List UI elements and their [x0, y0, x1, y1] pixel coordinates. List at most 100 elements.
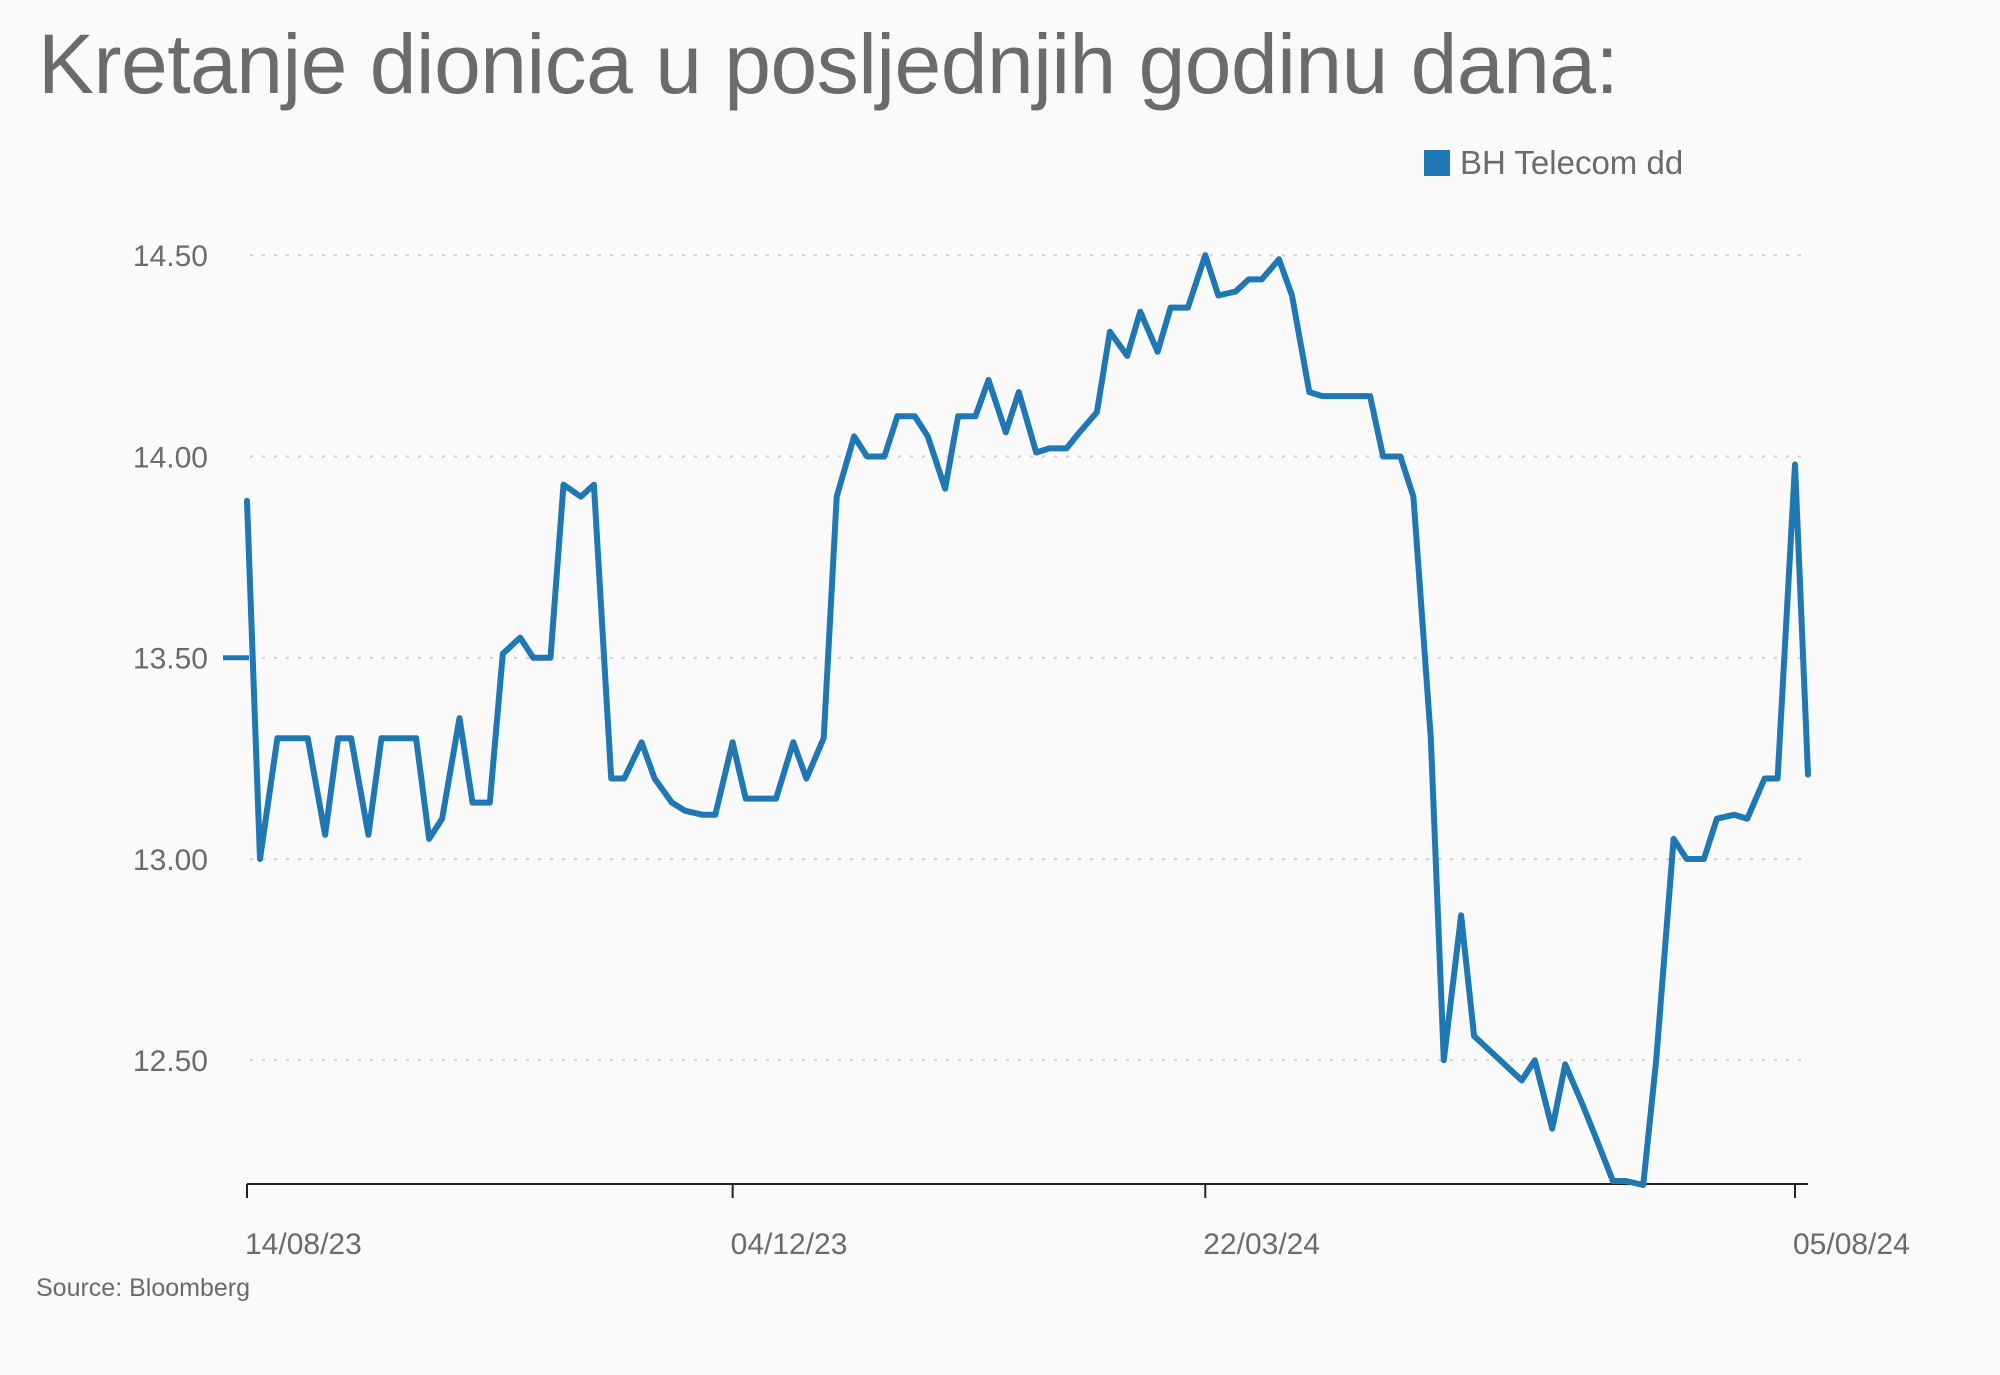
data-point: [414, 736, 418, 740]
data-point: [258, 857, 262, 861]
data-point: [1654, 1058, 1658, 1062]
data-point: [1234, 289, 1238, 293]
grid-lines: [250, 254, 1808, 1062]
chart-title: Kretanje dionica u posljednjih godinu da…: [38, 17, 1619, 111]
data-point: [1017, 390, 1021, 394]
data-point: [1806, 772, 1810, 776]
data-point: [306, 736, 310, 740]
data-point: [562, 483, 566, 487]
data-point: [531, 656, 535, 660]
x-tick-label: 14/08/23: [245, 1228, 362, 1261]
data-point: [245, 499, 249, 503]
data-point: [1351, 394, 1355, 398]
data-point: [1411, 495, 1415, 499]
data-point: [501, 652, 505, 656]
data-point: [1520, 1078, 1524, 1082]
data-point: [1702, 857, 1706, 861]
data-point: [683, 809, 687, 813]
data-point: [1277, 257, 1281, 261]
data-point: [1732, 813, 1736, 817]
legend-swatch: [1424, 150, 1450, 176]
data-point: [397, 736, 401, 740]
data-point: [926, 434, 930, 438]
data-point: [1685, 857, 1689, 861]
data-point: [336, 736, 340, 740]
data-point: [622, 776, 626, 780]
data-point: [427, 837, 431, 841]
data-point: [1368, 394, 1372, 398]
data-point: [1776, 776, 1780, 780]
data-point: [609, 776, 613, 780]
data-point: [1715, 817, 1719, 821]
data-point: [323, 833, 327, 837]
data-point: [744, 797, 748, 801]
data-point: [1793, 463, 1797, 467]
data-point: [973, 414, 977, 418]
data-point: [518, 636, 522, 640]
data-point: [653, 776, 657, 780]
data-point: [1169, 306, 1173, 310]
y-tick-label: 13.00: [133, 844, 208, 877]
data-point: [1641, 1183, 1645, 1187]
data-point: [1611, 1179, 1615, 1183]
data-point: [1381, 454, 1385, 458]
y-tick-label: 12.50: [133, 1045, 208, 1078]
data-point: [1108, 330, 1112, 334]
data-point: [349, 736, 353, 740]
source-note: Source: Bloomberg: [36, 1274, 251, 1302]
data-point: [1034, 450, 1038, 454]
data-point: [1472, 1034, 1476, 1038]
data-point: [1004, 430, 1008, 434]
data-point: [470, 801, 474, 805]
data-point: [774, 797, 778, 801]
data-point: [943, 487, 947, 491]
data-point: [1550, 1127, 1554, 1131]
x-tick-label: 22/03/24: [1203, 1228, 1320, 1261]
y-tick-label: 14.50: [133, 240, 208, 273]
data-point: [670, 801, 674, 805]
data-point: [1459, 913, 1463, 917]
data-point: [275, 736, 279, 740]
data-point: [488, 801, 492, 805]
data-point: [1186, 306, 1190, 310]
data-point: [835, 495, 839, 499]
legend: BH Telecom dd: [1424, 144, 1683, 182]
data-point: [1156, 350, 1160, 354]
data-point: [457, 716, 461, 720]
data-point: [1216, 293, 1220, 297]
data-point: [804, 776, 808, 780]
data-point: [1594, 1135, 1598, 1139]
data-point: [640, 740, 644, 744]
data-point: [713, 813, 717, 817]
data-point: [882, 454, 886, 458]
data-point: [1290, 293, 1294, 297]
data-point: [1047, 446, 1051, 450]
data-point: [1065, 446, 1069, 450]
data-point: [1307, 390, 1311, 394]
data-point: [731, 740, 735, 744]
data-point: [1502, 1062, 1506, 1066]
data-point: [366, 833, 370, 837]
data-point: [700, 813, 704, 817]
x-tick-label: 04/12/23: [731, 1228, 848, 1261]
data-point: [1260, 277, 1264, 281]
data-point: [1533, 1058, 1537, 1062]
data-point: [852, 434, 856, 438]
data-point: [1125, 354, 1129, 358]
data-point: [761, 797, 765, 801]
data-point: [822, 736, 826, 740]
data-point: [791, 740, 795, 744]
x-tick-label: 05/08/24: [1793, 1228, 1910, 1261]
data-point: [1247, 277, 1251, 281]
data-point: [986, 378, 990, 382]
data-point: [1581, 1103, 1585, 1107]
data-point: [1442, 1058, 1446, 1062]
data-point: [592, 483, 596, 487]
series-line: [244, 252, 1811, 1188]
data-point: [1320, 394, 1324, 398]
data-point: [1763, 776, 1767, 780]
x-axis-ticks: 14/08/23 04/12/23 22/03/24 05/08/24: [245, 1184, 1910, 1261]
data-point: [1203, 253, 1207, 257]
data-point: [1489, 1050, 1493, 1054]
